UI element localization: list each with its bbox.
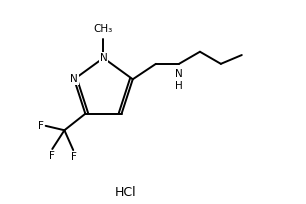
Text: N
H: N H bbox=[175, 69, 183, 91]
Text: F: F bbox=[71, 152, 77, 162]
Text: F: F bbox=[38, 121, 43, 131]
Text: N: N bbox=[70, 74, 78, 84]
Text: HCl: HCl bbox=[115, 186, 136, 199]
Text: N: N bbox=[99, 53, 107, 63]
Text: F: F bbox=[49, 151, 55, 161]
Text: CH₃: CH₃ bbox=[94, 24, 113, 34]
